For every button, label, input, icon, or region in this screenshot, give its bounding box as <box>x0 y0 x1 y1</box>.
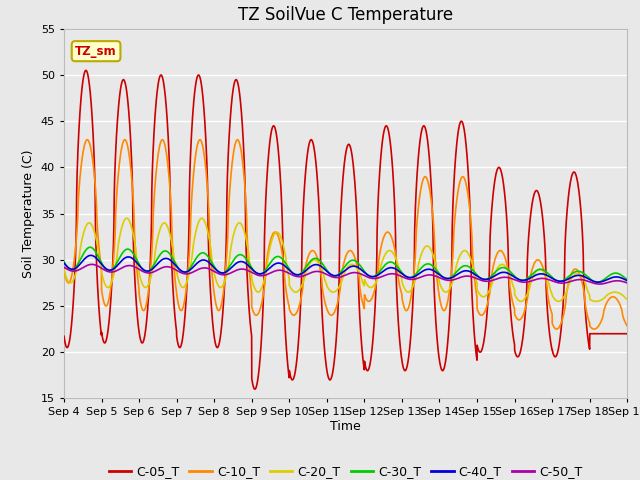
Legend: C-05_T, C-10_T, C-20_T, C-30_T, C-40_T, C-50_T: C-05_T, C-10_T, C-20_T, C-30_T, C-40_T, … <box>104 460 588 480</box>
Title: TZ SoilVue C Temperature: TZ SoilVue C Temperature <box>238 6 453 24</box>
Text: TZ_sm: TZ_sm <box>76 45 117 58</box>
X-axis label: Time: Time <box>330 420 361 433</box>
Y-axis label: Soil Temperature (C): Soil Temperature (C) <box>22 149 35 278</box>
